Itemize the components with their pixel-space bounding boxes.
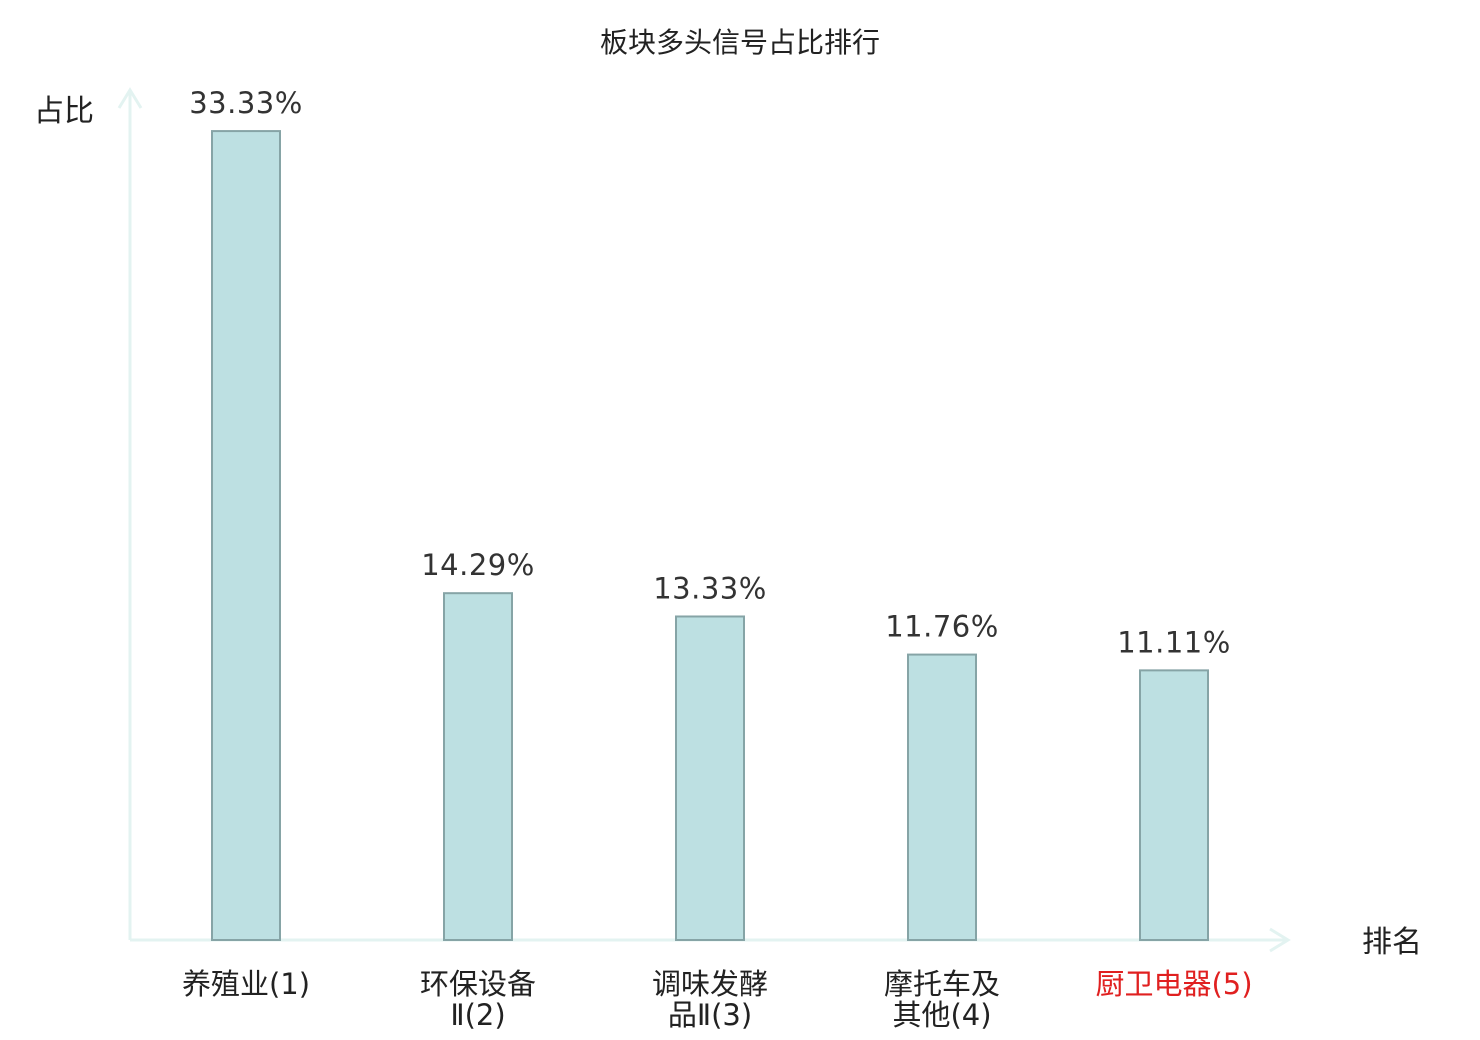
value-label-1: 33.33% bbox=[189, 86, 303, 120]
category-label-4: 摩托车及其他(4) bbox=[884, 967, 1000, 1032]
category-labels-group: 养殖业(1) 环保设备 Ⅱ(2) 调味发酵品Ⅱ(3) 摩托车及其他(4) 厨卫电器(5) bbox=[182, 967, 1253, 1032]
bar-2 bbox=[443, 592, 513, 941]
value-labels-group: 33.33% 14.29% 13.33% 11.76% 11.11% bbox=[189, 86, 1231, 659]
bar-4 bbox=[907, 653, 977, 941]
category-label-line: 品Ⅱ(3) bbox=[668, 998, 752, 1032]
category-label-line: 养殖业(1) bbox=[182, 967, 310, 1001]
y-axis-arrow bbox=[117, 87, 143, 109]
category-label-line: 其他(4) bbox=[892, 998, 991, 1032]
category-label-3: 调味发酵品Ⅱ(3) bbox=[652, 967, 768, 1032]
category-label-line: 厨卫电器(5) bbox=[1095, 967, 1252, 1001]
category-label-1: 养殖业(1) bbox=[182, 967, 310, 1001]
value-label-4: 11.76% bbox=[885, 610, 999, 644]
bar-5 bbox=[1139, 669, 1209, 941]
category-label-line: 调味发酵 bbox=[652, 967, 768, 1001]
value-label-2: 14.29% bbox=[421, 548, 535, 582]
bars-group bbox=[211, 130, 1209, 942]
category-label-line: 环保设备 bbox=[420, 967, 536, 1001]
bar-3 bbox=[675, 615, 745, 941]
category-label-line: 摩托车及 bbox=[884, 967, 1000, 1001]
bar-1 bbox=[211, 130, 281, 942]
category-label-2: 环保设备 Ⅱ(2) bbox=[420, 967, 536, 1032]
x-axis-arrow bbox=[1269, 927, 1291, 953]
chart-title: 板块多头信号占比排行 bbox=[600, 26, 880, 59]
x-axis-label: 排名 bbox=[1362, 925, 1422, 960]
y-axis-label: 占比 bbox=[34, 94, 94, 129]
category-label-5: 厨卫电器(5) bbox=[1095, 967, 1252, 1001]
category-label-line: Ⅱ(2) bbox=[450, 998, 505, 1032]
value-label-5: 11.11% bbox=[1117, 625, 1231, 659]
value-label-3: 13.33% bbox=[653, 571, 767, 605]
